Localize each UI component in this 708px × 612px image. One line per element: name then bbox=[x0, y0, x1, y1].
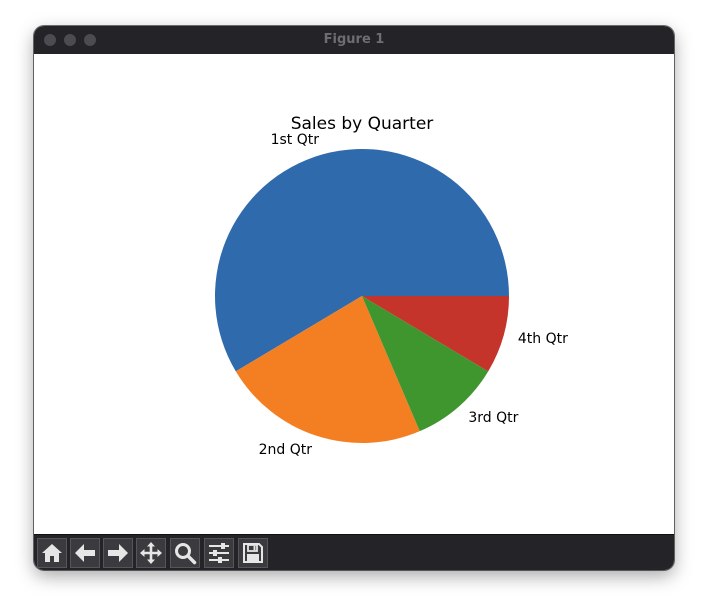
pie-label-4: 4th Qtr bbox=[518, 331, 568, 347]
pie-slices bbox=[214, 149, 509, 443]
back-button[interactable] bbox=[70, 538, 100, 568]
figure-window: Figure 1 Sales by Quarter 1st Qtr 2nd Qtr… bbox=[34, 26, 674, 570]
home-button[interactable] bbox=[37, 538, 67, 568]
close-window-button[interactable] bbox=[44, 34, 56, 46]
arrow-right-icon bbox=[108, 544, 128, 562]
floppy-disk-icon bbox=[243, 543, 263, 563]
arrow-left-icon bbox=[75, 544, 95, 562]
zoom-button[interactable] bbox=[170, 538, 200, 568]
pie-labels: 1st Qtr 2nd Qtr 3rd Qtr 4th Qtr bbox=[259, 132, 568, 458]
configure-subplots-button[interactable] bbox=[204, 538, 234, 568]
home-icon bbox=[42, 544, 62, 562]
pie-label-2: 2nd Qtr bbox=[259, 442, 313, 458]
pie-slice-1 bbox=[214, 149, 509, 372]
save-button[interactable] bbox=[238, 538, 268, 568]
forward-button[interactable] bbox=[103, 538, 133, 568]
title-bar: Figure 1 bbox=[34, 26, 674, 55]
magnifier-icon bbox=[175, 543, 197, 565]
figure-canvas[interactable]: Sales by Quarter 1st Qtr 2nd Qtr 3rd Qtr 4t… bbox=[34, 54, 674, 534]
pie-slice-3 bbox=[362, 296, 489, 432]
chart-title: Sales by Quarter bbox=[291, 114, 434, 134]
window-title: Figure 1 bbox=[323, 32, 385, 47]
move-icon bbox=[140, 542, 162, 564]
minimize-window-button[interactable] bbox=[64, 34, 76, 46]
sliders-icon bbox=[209, 543, 229, 563]
pie-chart: Sales by Quarter 1st Qtr 2nd Qtr 3rd Qtr 4t… bbox=[214, 114, 568, 458]
navigation-toolbar bbox=[34, 534, 674, 570]
pie-label-3: 3rd Qtr bbox=[468, 410, 518, 426]
pie-slice-2 bbox=[235, 296, 420, 443]
pie-label-1: 1st Qtr bbox=[271, 132, 320, 148]
zoom-window-button[interactable] bbox=[84, 34, 96, 46]
pie-slice-4 bbox=[362, 296, 509, 372]
pan-button[interactable] bbox=[136, 538, 166, 568]
